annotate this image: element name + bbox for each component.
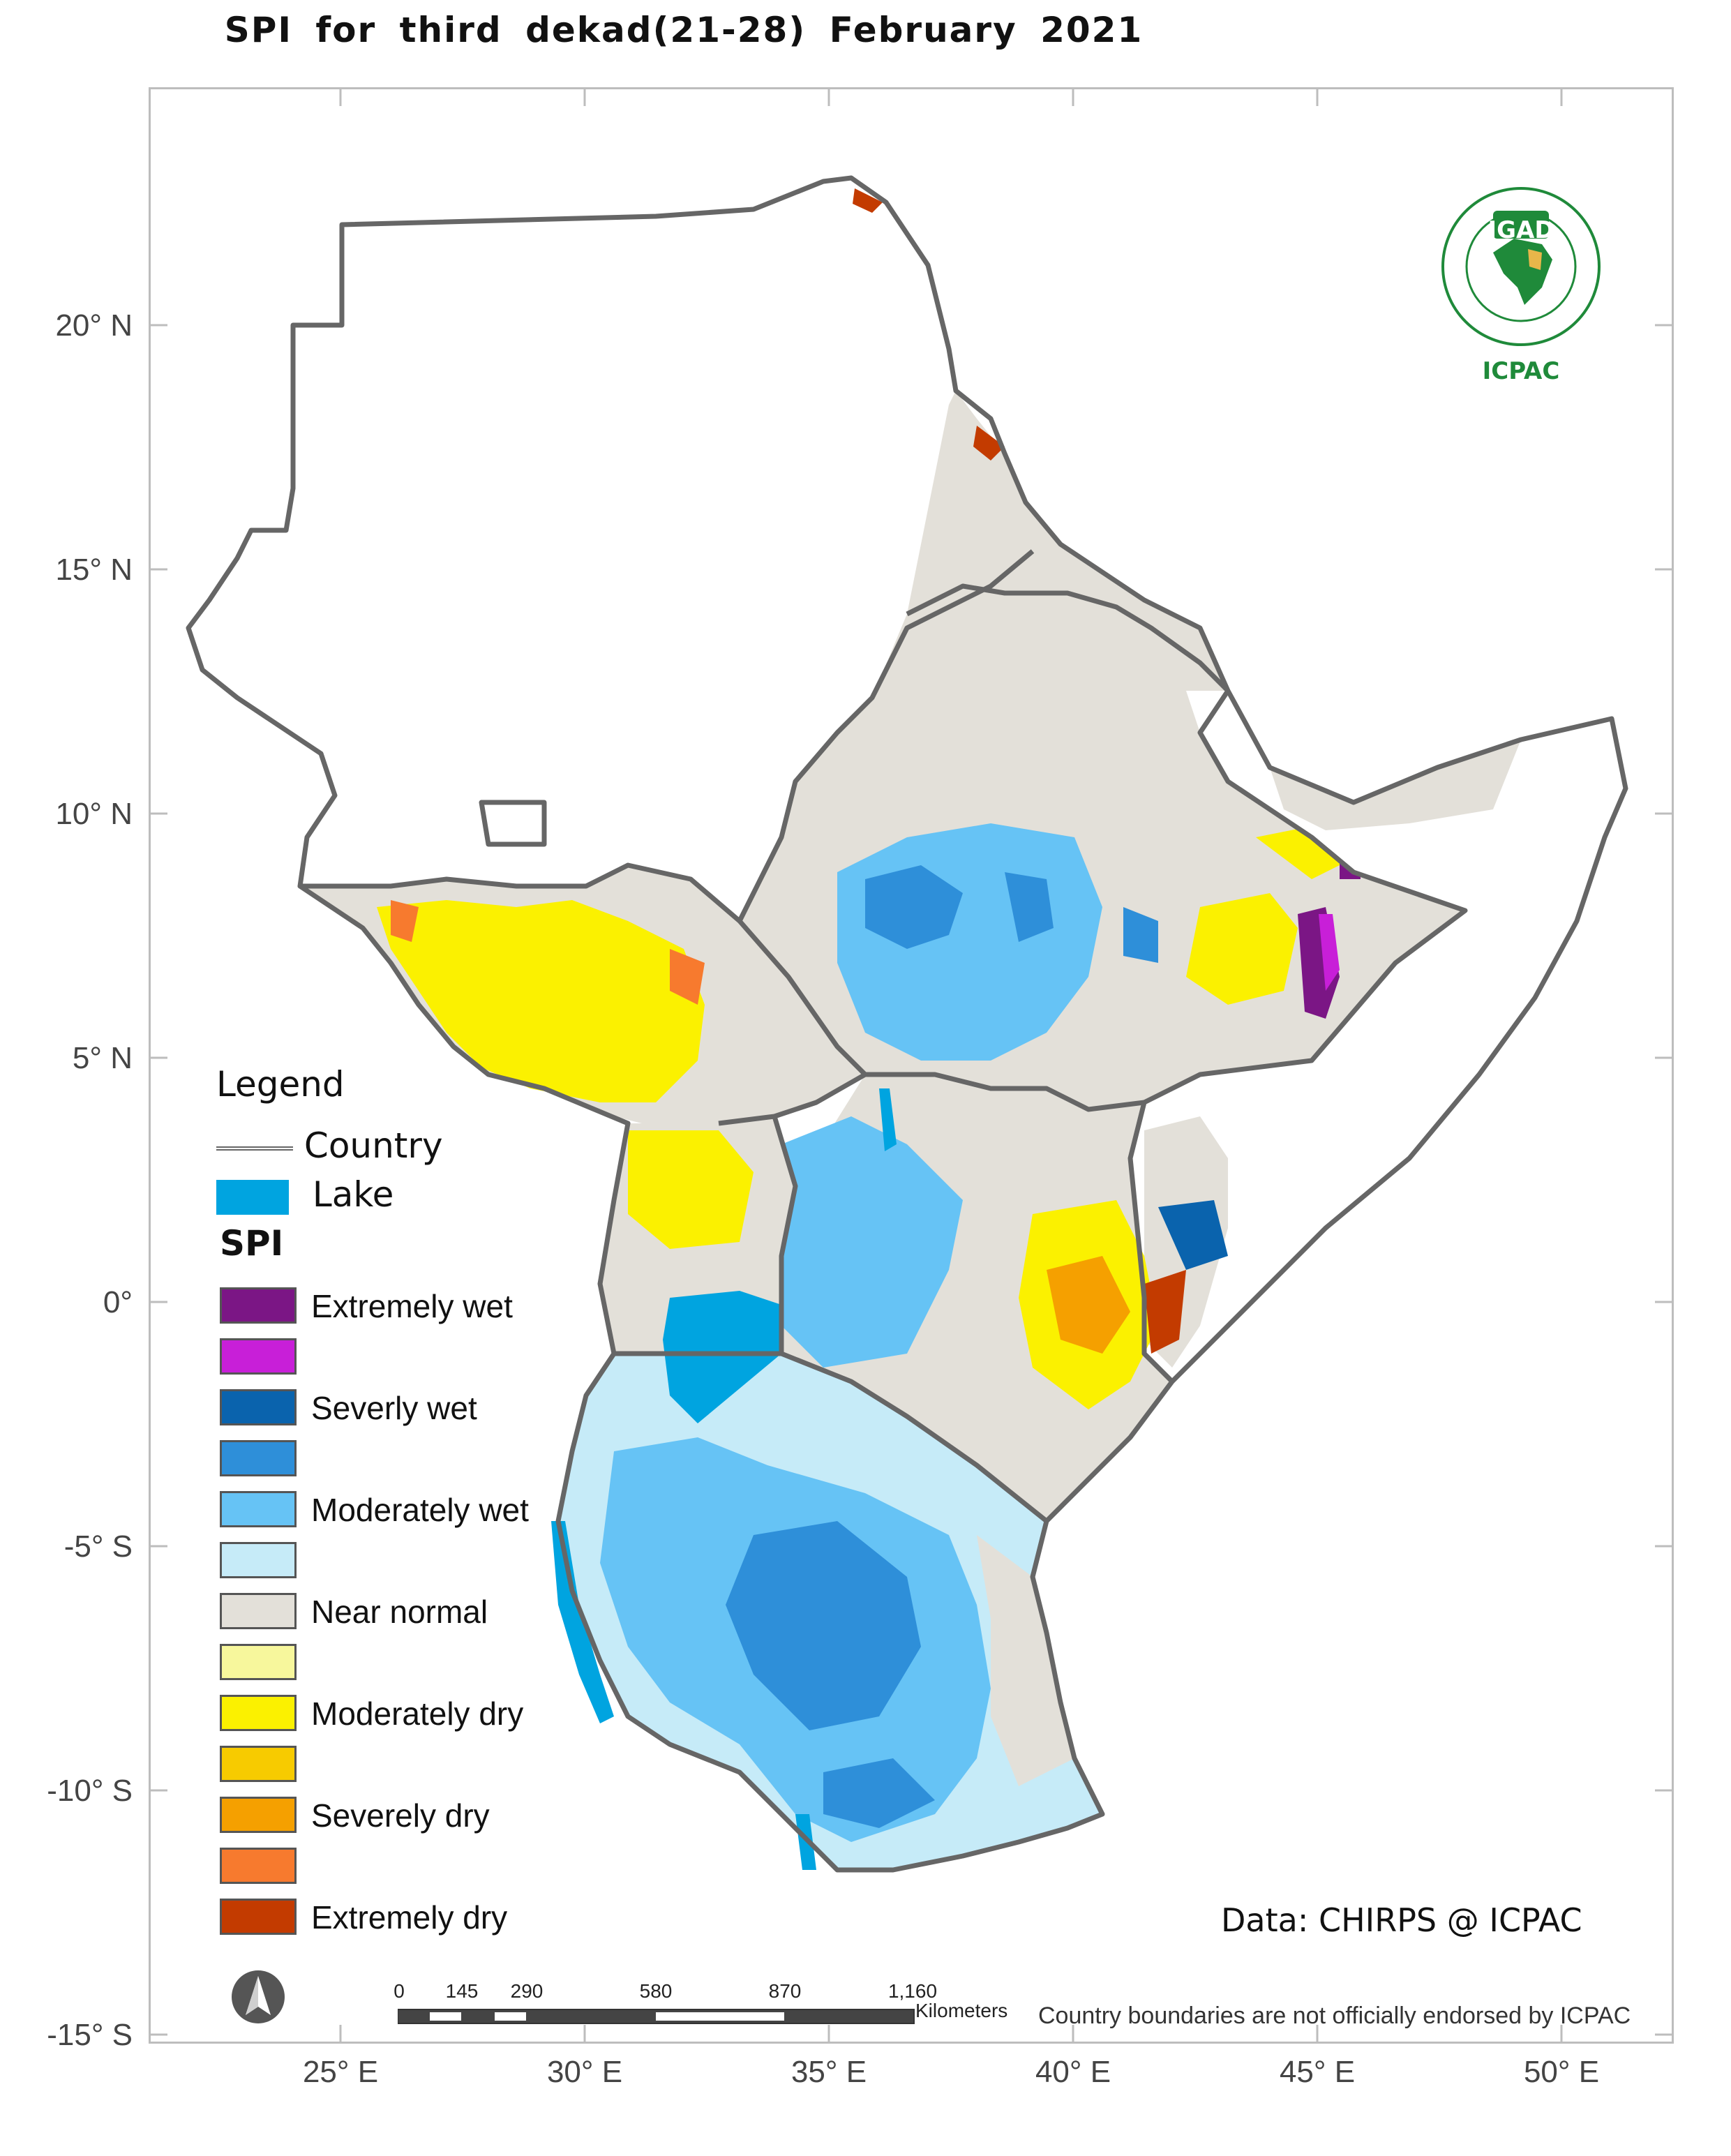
axis-ticks (149, 87, 1674, 2044)
scale-unit: Kilometers (915, 2000, 1008, 2021)
legend-lake-row: Lake (216, 1174, 394, 1215)
lake-turkana (879, 1088, 897, 1151)
lat-label-15n: 15° N (55, 553, 133, 587)
swatch-wet-2 (220, 1440, 297, 1476)
scale-tick-290: 290 (510, 1980, 544, 2002)
label-extremely-wet: Extremely wet (311, 1288, 513, 1324)
tanzania-severe-wet (726, 1521, 935, 1828)
lake-swatch (216, 1179, 289, 1215)
legend-country-label: Country (304, 1125, 443, 1166)
lon-label-30e: 30° E (546, 2055, 623, 2089)
north-arrow-icon (230, 1969, 286, 2028)
kenya-severe-dry (1047, 1256, 1130, 1354)
lat-label-5s: -5° S (63, 1529, 133, 1564)
somalia-region (1130, 719, 1626, 1382)
kenya-extreme-dry (1144, 1270, 1186, 1354)
lon-label-35e: 35° E (790, 2055, 867, 2089)
swatch-severely-dry (220, 1797, 297, 1833)
label-severely-dry: Severely dry (311, 1797, 490, 1834)
lat-label-10n: 10° N (55, 797, 133, 831)
igad-icpac-logo: IGAD ICPAC (1437, 183, 1605, 392)
swatch-extremely-dry (220, 1899, 297, 1935)
swatch-very-dry (220, 1848, 297, 1884)
label-severly-wet: Severly wet (311, 1390, 477, 1426)
ethiopia-east-dry (1186, 823, 1354, 1005)
lat-label-15s: -15° S (47, 2018, 133, 2052)
label-near-normal: Near normal (311, 1594, 488, 1630)
country-borders (186, 175, 1628, 1873)
lake-malawi (795, 1814, 816, 1870)
ethiopia-very-wet (1319, 914, 1340, 991)
legend-spi-title: SPI (220, 1223, 284, 1264)
label-moderately-wet: Moderately wet (311, 1492, 529, 1528)
label-extremely-dry: Extremely dry (311, 1899, 508, 1936)
swatch-very-wet (220, 1338, 297, 1375)
scale-bar (398, 2009, 915, 2024)
label-moderately-dry: Moderately dry (311, 1695, 524, 1732)
lat-label-0: 0° (103, 1285, 133, 1319)
legend-country-row: Country (216, 1125, 443, 1166)
scale-tick-145: 145 (445, 1980, 479, 2002)
scale-tick-0: 0 (394, 1980, 405, 2002)
swatch-near-normal (220, 1593, 297, 1629)
lon-label-50e: 50° E (1523, 2055, 1600, 2089)
map-title: SPI for third dekad(21-28) February 2021 (224, 10, 1144, 50)
lat-label-20n: 20° N (55, 308, 133, 343)
swatch-slightly-wet (220, 1542, 297, 1578)
eritrea-region (907, 391, 1228, 691)
scale-tick-870: 870 (768, 1980, 802, 2002)
swatch-extremely-wet (220, 1287, 297, 1324)
sudan-region (188, 178, 1033, 921)
logo-igad-text: IGAD (1488, 216, 1554, 244)
logo-icpac-text: ICPAC (1482, 357, 1560, 385)
kenya-wet-patch (1158, 1200, 1228, 1270)
legend-lake-label: Lake (312, 1174, 394, 1215)
scale-tick-580: 580 (639, 1980, 673, 2002)
scale-tick-1160: 1,160 (887, 1980, 938, 2002)
kenya-west-wet (781, 1116, 963, 1368)
lat-label-10s: -10° S (47, 1774, 133, 1808)
legend-title: Legend (216, 1064, 345, 1105)
igad-logo-emblem (1441, 187, 1601, 346)
swatch-severly-wet (220, 1389, 297, 1425)
ethiopia-moderately-wet-core (865, 865, 1158, 963)
data-credit: Data: CHIRPS @ ICPAC (1221, 1901, 1582, 1939)
lat-label-5n: 5° N (72, 1041, 133, 1075)
country-line-icon (216, 1146, 293, 1151)
boundary-disclaimer: Country boundaries are not officially en… (1038, 2002, 1631, 2029)
swatch-slightly-dry (220, 1644, 297, 1680)
lake-victoria (663, 1291, 781, 1423)
lon-label-45e: 45° E (1279, 2055, 1356, 2089)
swatch-dry-2 (220, 1746, 297, 1782)
lon-label-25e: 25° E (302, 2055, 379, 2089)
swatch-moderately-wet (220, 1491, 297, 1527)
tanzania-near-normal-east (977, 1535, 1074, 1786)
uganda-dry-zone (628, 1130, 754, 1249)
south-sudan-dry-zone (377, 900, 705, 1102)
swatch-moderately-dry (220, 1695, 297, 1731)
lon-label-40e: 40° E (1035, 2055, 1111, 2089)
